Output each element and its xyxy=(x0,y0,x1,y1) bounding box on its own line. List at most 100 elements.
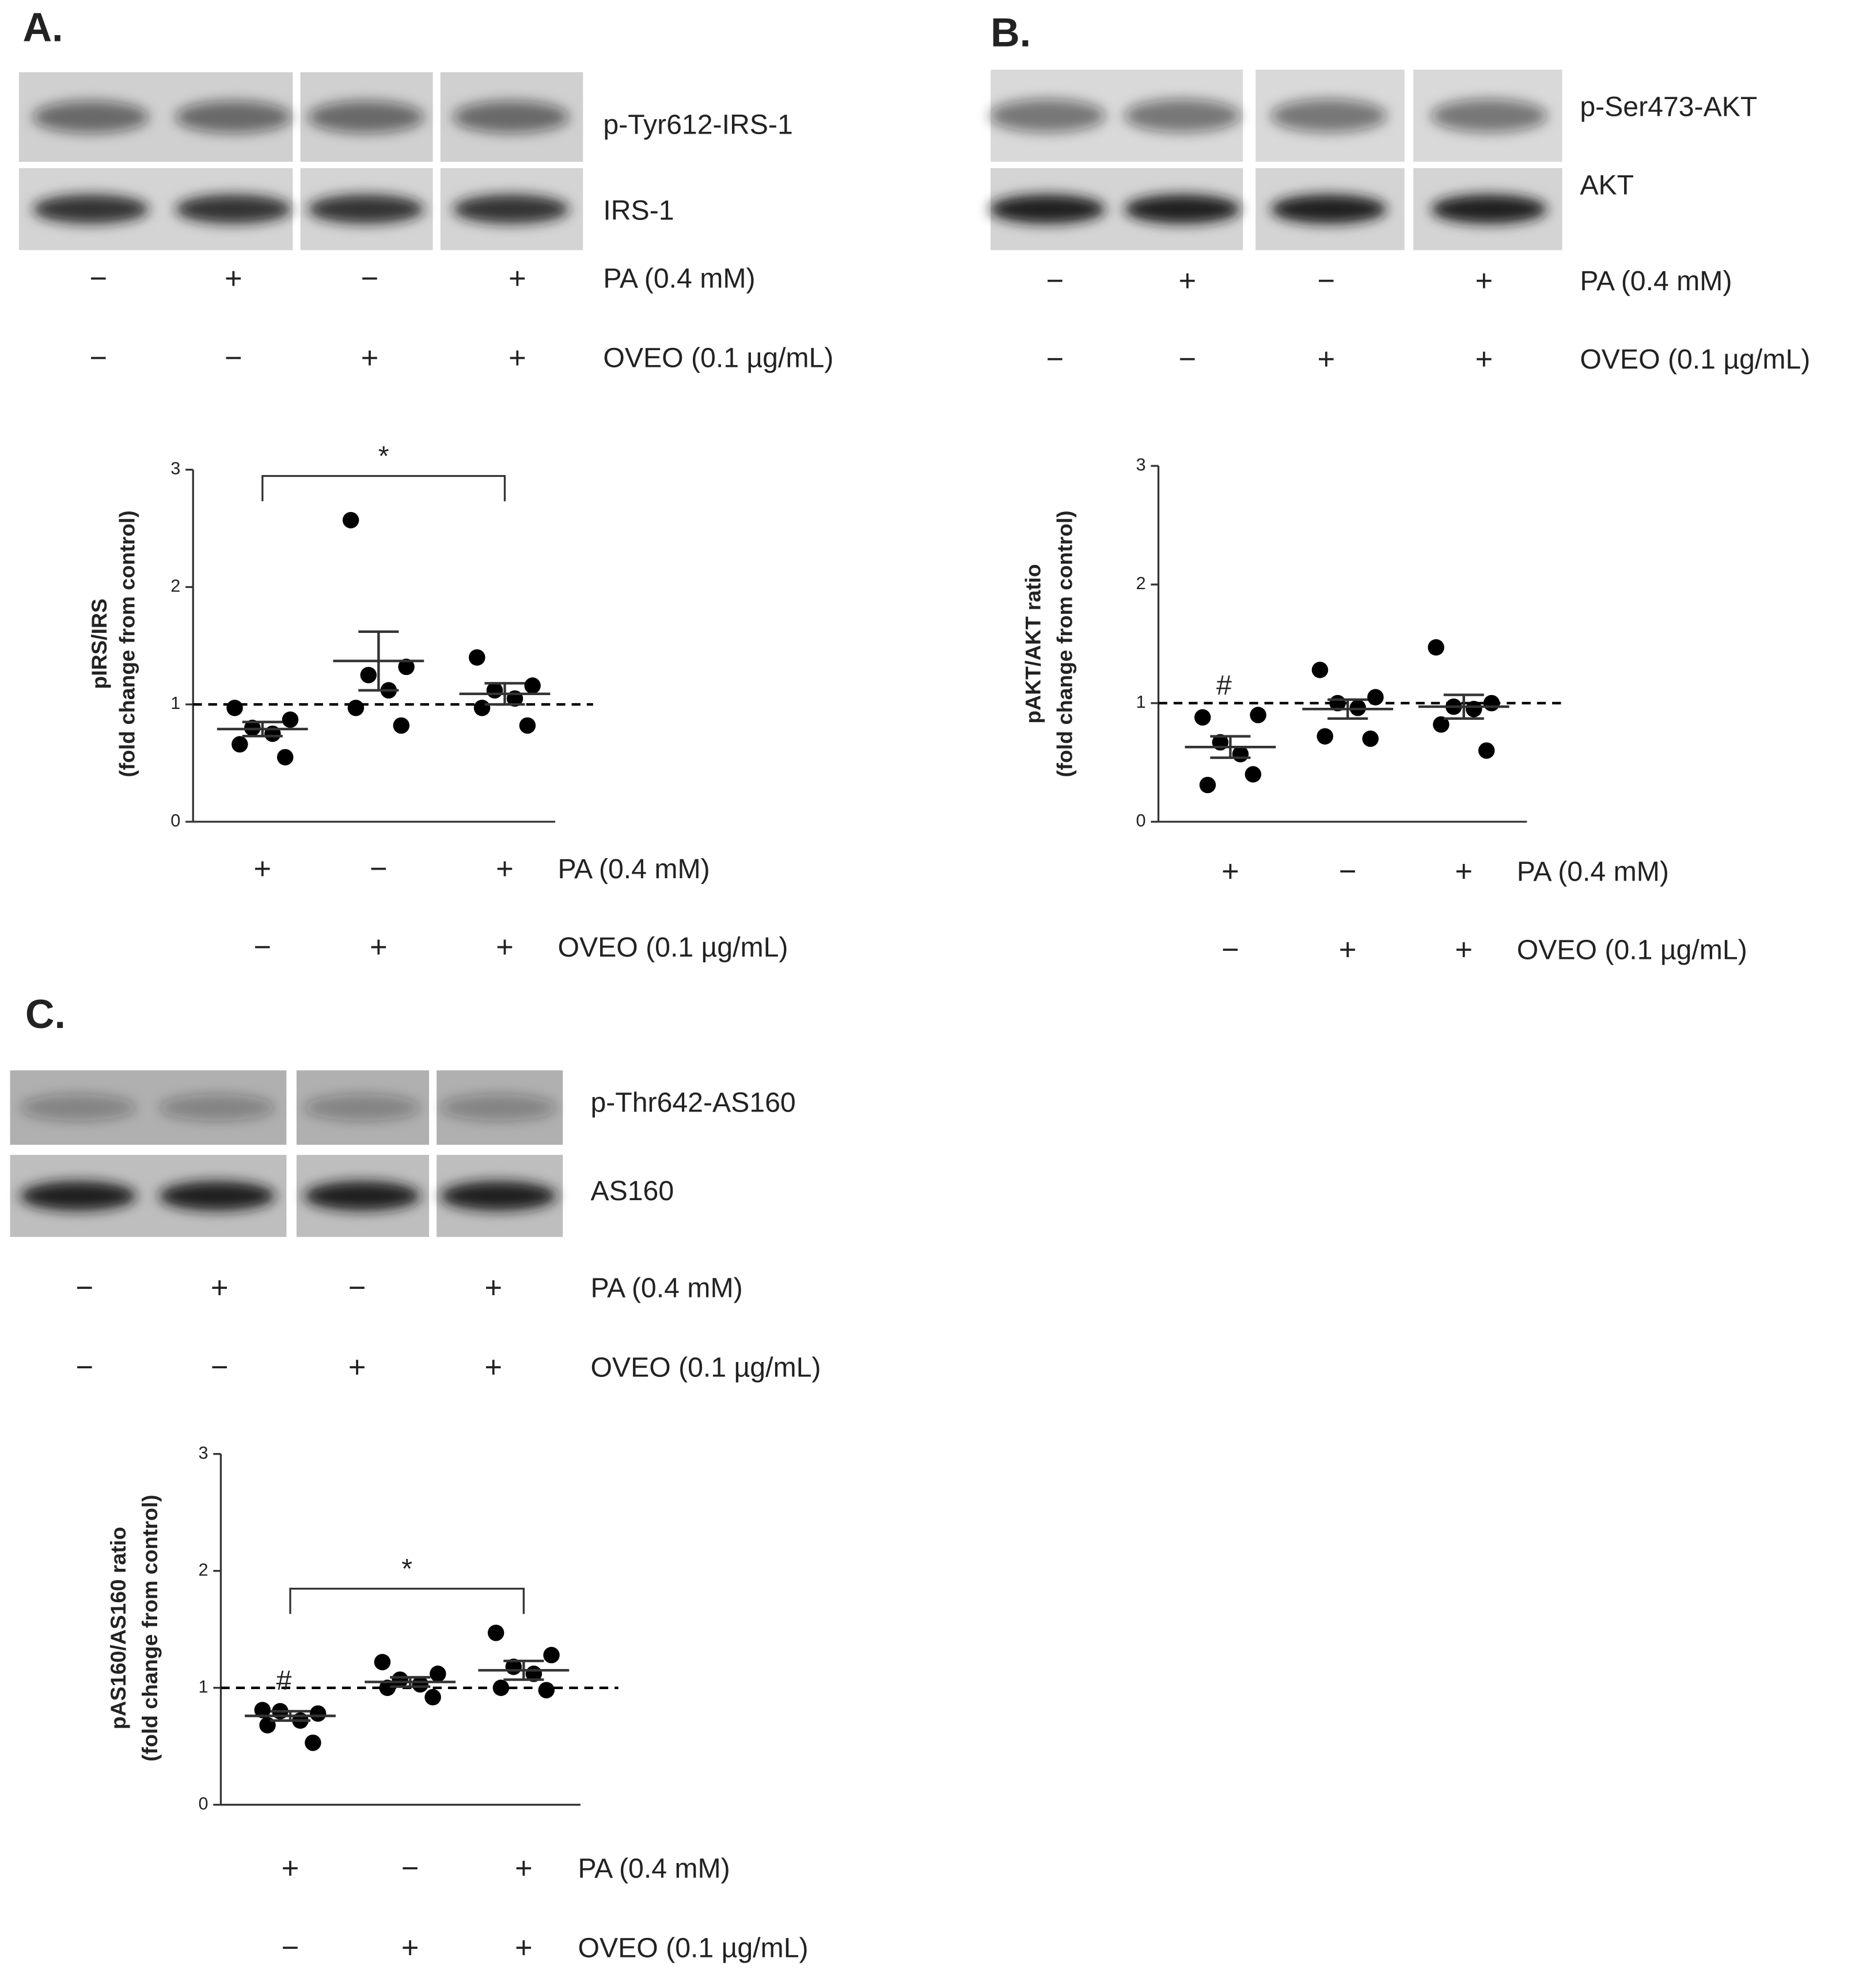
treatment-sign: − xyxy=(75,1271,93,1305)
data-point xyxy=(1478,742,1495,759)
comparison-label: * xyxy=(401,1554,412,1585)
data-point xyxy=(543,1646,560,1664)
data-point xyxy=(374,1653,391,1671)
y-tick-label: 0 xyxy=(1136,811,1146,830)
blot-label: p-Ser473-AKT xyxy=(1580,92,1757,123)
blot-band xyxy=(32,194,149,224)
data-point xyxy=(1428,639,1444,656)
blot-label: AKT xyxy=(1580,169,1634,200)
panel-label: C. xyxy=(25,992,66,1037)
y-tick-label: 2 xyxy=(1136,574,1146,593)
blot-band xyxy=(1270,99,1387,132)
data-point xyxy=(424,1689,441,1706)
treatment-sign: − xyxy=(282,1931,299,1965)
data-point xyxy=(342,511,359,529)
blot-band xyxy=(1431,194,1547,224)
y-tick-label: 0 xyxy=(170,811,180,830)
blot-band xyxy=(308,194,424,224)
treatment-sign: + xyxy=(1222,855,1239,889)
blot-band xyxy=(453,194,570,224)
blot-band xyxy=(308,101,424,134)
y-tick-label: 1 xyxy=(1136,692,1146,712)
treatment-label: OVEO (0.1 µg/mL) xyxy=(1517,934,1747,965)
blot-band xyxy=(20,1094,136,1121)
error-bar xyxy=(1443,693,1484,720)
treatment-sign: − xyxy=(90,341,108,375)
treatment-sign: + xyxy=(282,1852,299,1885)
data-point xyxy=(1367,689,1384,705)
treatment-sign: − xyxy=(370,852,388,886)
blot-band xyxy=(453,101,570,134)
treatment-sign: + xyxy=(253,852,271,886)
data-point xyxy=(1483,695,1500,712)
treatment-sign: + xyxy=(484,1271,502,1305)
data-point xyxy=(398,658,415,676)
data-point xyxy=(379,1679,396,1697)
error-bar xyxy=(270,1710,311,1722)
error-bar xyxy=(358,630,399,692)
blot-band xyxy=(304,1181,420,1211)
blot-label: IRS-1 xyxy=(603,195,674,226)
y-tick-label: 3 xyxy=(198,1443,208,1463)
data-point xyxy=(1232,746,1249,762)
data-point xyxy=(347,700,365,716)
treatment-sign: + xyxy=(1455,855,1473,889)
treatment-sign: + xyxy=(515,1852,533,1885)
treatment-sign: + xyxy=(509,341,526,375)
data-point xyxy=(1317,728,1333,745)
data-point xyxy=(469,649,485,666)
data-point xyxy=(1199,776,1216,794)
blot-band xyxy=(1124,99,1241,132)
error-bar xyxy=(503,1659,544,1681)
treatment-sign: + xyxy=(1455,932,1473,966)
data-point xyxy=(232,736,248,753)
treatment-sign: + xyxy=(515,1931,533,1965)
treatment-sign: − xyxy=(401,1852,419,1885)
blot-label: AS160 xyxy=(590,1175,674,1207)
blot-label: p-Tyr612-IRS-1 xyxy=(603,109,792,140)
treatment-label: OVEO (0.1 µg/mL) xyxy=(603,343,833,374)
data-point xyxy=(486,682,503,699)
y-axis-label: (fold change from control) xyxy=(138,1494,162,1761)
treatment-sign: − xyxy=(1046,264,1064,298)
treatment-sign: + xyxy=(1339,932,1357,966)
y-tick-label: 2 xyxy=(170,576,180,595)
treatment-sign: − xyxy=(1222,932,1239,966)
treatment-label: OVEO (0.1 µg/mL) xyxy=(578,1933,809,1964)
treatment-label: OVEO (0.1 µg/mL) xyxy=(557,932,788,963)
y-axis-label: pAKT/AKT ratio xyxy=(1021,564,1045,723)
treatment-label: OVEO (0.1 µg/mL) xyxy=(1580,344,1810,375)
data-point xyxy=(1250,707,1266,723)
data-point xyxy=(412,1676,428,1693)
error-bar xyxy=(390,1676,431,1688)
comparison-bracket xyxy=(289,1588,525,1614)
blot-band xyxy=(989,99,1106,132)
data-point xyxy=(226,700,243,716)
data-point xyxy=(1466,700,1482,718)
treatment-sign: + xyxy=(484,1350,502,1384)
blot-band xyxy=(1270,194,1387,224)
treatment-sign: − xyxy=(348,1271,366,1305)
annotation: # xyxy=(1216,670,1232,701)
y-tick-label: 1 xyxy=(198,1677,208,1697)
data-point xyxy=(519,717,536,734)
y-tick-label: 3 xyxy=(170,459,180,479)
y-axis-label: (fold change from control) xyxy=(1052,510,1076,777)
treatment-sign: + xyxy=(1179,264,1197,298)
y-tick-label: 2 xyxy=(198,1560,208,1580)
treatment-sign: + xyxy=(496,852,514,886)
treatment-label: PA (0.4 mM) xyxy=(603,263,755,294)
treatment-sign: + xyxy=(509,261,526,295)
error-bar xyxy=(1327,698,1368,720)
data-point xyxy=(392,1671,408,1688)
data-point xyxy=(492,1679,510,1697)
treatment-label: PA (0.4 mM) xyxy=(578,1853,730,1884)
treatment-sign: + xyxy=(225,261,242,295)
data-point xyxy=(254,1702,271,1718)
treatment-sign: − xyxy=(90,261,108,295)
treatment-label: PA (0.4 mM) xyxy=(1580,265,1732,297)
data-point xyxy=(1311,662,1329,678)
comparison-label: * xyxy=(378,441,389,472)
blot-band xyxy=(989,194,1106,224)
treatment-label: OVEO (0.1 µg/mL) xyxy=(590,1352,821,1383)
